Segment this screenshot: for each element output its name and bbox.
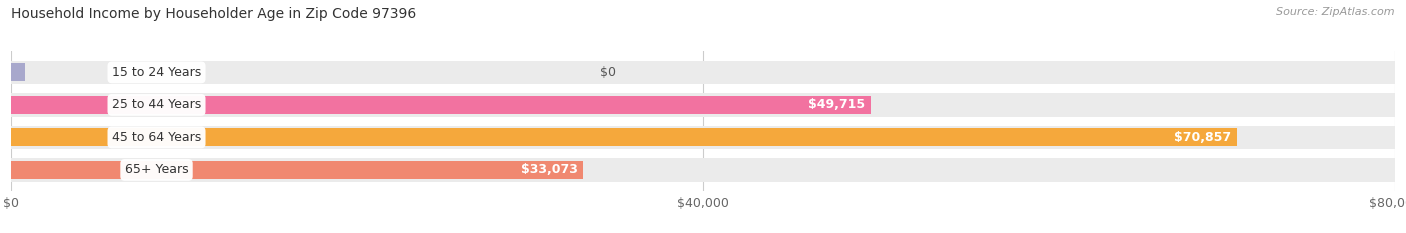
Bar <box>11 93 1395 116</box>
Bar <box>11 61 1395 84</box>
Text: 45 to 64 Years: 45 to 64 Years <box>112 131 201 144</box>
Bar <box>11 126 1395 149</box>
Text: 25 to 44 Years: 25 to 44 Years <box>112 98 201 111</box>
Bar <box>11 158 1395 182</box>
Bar <box>11 128 1237 146</box>
Text: $49,715: $49,715 <box>808 98 866 111</box>
Bar <box>11 161 583 179</box>
Text: 15 to 24 Years: 15 to 24 Years <box>112 66 201 79</box>
Text: Household Income by Householder Age in Zip Code 97396: Household Income by Householder Age in Z… <box>11 7 416 21</box>
Text: $33,073: $33,073 <box>520 163 578 176</box>
Text: Source: ZipAtlas.com: Source: ZipAtlas.com <box>1277 7 1395 17</box>
Text: $70,857: $70,857 <box>1174 131 1232 144</box>
Text: $0: $0 <box>600 66 616 79</box>
Bar <box>11 96 870 114</box>
Bar <box>11 63 25 81</box>
Text: 65+ Years: 65+ Years <box>125 163 188 176</box>
